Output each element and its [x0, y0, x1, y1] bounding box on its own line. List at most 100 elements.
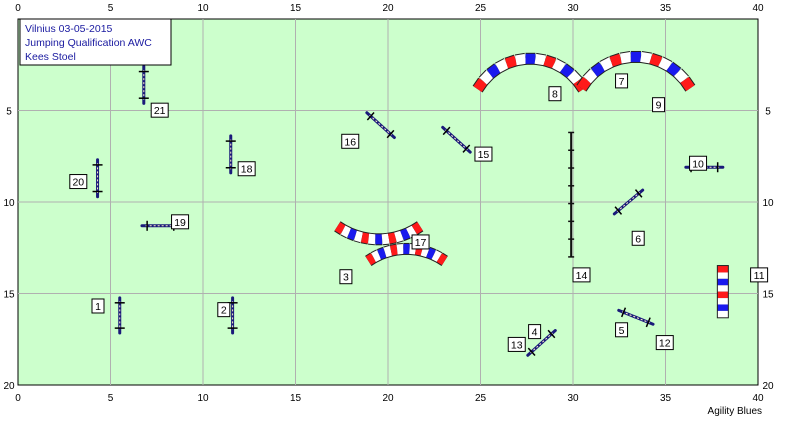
- label-box: [615, 73, 629, 89]
- info-judge: Kees Stoel: [25, 51, 76, 63]
- obstacle-label-8: 8: [548, 86, 562, 102]
- obstacle-label-1: 1: [91, 298, 105, 314]
- tunnel-segment: [534, 53, 546, 66]
- label-number: 8: [552, 89, 558, 101]
- tunnel-segment: [504, 55, 518, 69]
- tunnel-segment: [426, 247, 436, 260]
- tunnel-segment: [431, 250, 442, 263]
- info-class: Jumping Qualification AWC: [25, 37, 152, 49]
- obstacle-label-11: 11: [750, 267, 769, 283]
- label-box: [411, 234, 430, 250]
- tunnel-segment: [515, 53, 527, 66]
- jump-wing: [462, 144, 471, 153]
- tunnel-segment: [599, 57, 614, 71]
- tunnel-9: [576, 50, 696, 92]
- tunnel-segment: [420, 245, 430, 258]
- x-tick-label-bottom: 15: [290, 393, 302, 404]
- jump-4: [526, 329, 557, 357]
- label-box: [615, 322, 629, 338]
- label-number: 16: [344, 136, 356, 148]
- label-number: 3: [343, 272, 349, 284]
- obstacle-label-10: 10: [689, 155, 708, 171]
- tunnel-segment: [414, 244, 423, 256]
- tunnel-segment: [567, 70, 582, 85]
- label-box: [171, 214, 190, 230]
- obstacle-label-17: 17: [411, 234, 430, 250]
- jump-wing: [634, 189, 643, 198]
- label-box: [655, 335, 674, 351]
- x-tick-label-bottom: 5: [108, 393, 114, 404]
- jump-5: [617, 307, 655, 328]
- y-tick-label-left: 5: [6, 107, 12, 118]
- tunnel-segment: [479, 70, 494, 85]
- tunnel-segment: [495, 59, 509, 73]
- tunnel-segment: [347, 228, 358, 241]
- obstacle-label-20: 20: [69, 174, 88, 190]
- obstacle-label-4: 4: [528, 324, 542, 340]
- label-number: 9: [656, 100, 662, 112]
- label-number: 11: [754, 270, 765, 282]
- tunnel-segment: [394, 230, 404, 243]
- x-tick-label-top: 35: [660, 3, 672, 14]
- jump-bar: [526, 329, 557, 357]
- x-tick-label-bottom: 35: [660, 393, 672, 404]
- label-number: 6: [635, 233, 641, 245]
- tunnel-3: [365, 242, 448, 266]
- tunnel-segment: [411, 222, 423, 235]
- jump-wing: [527, 347, 536, 357]
- obstacle-label-9: 9: [652, 97, 666, 113]
- wall-block: [717, 298, 728, 305]
- obstacle-label-14: 14: [572, 267, 591, 283]
- info-venue: Vilnius 03-05-2015: [25, 23, 113, 35]
- jump-18: [225, 134, 236, 175]
- tunnel-segment: [387, 232, 397, 244]
- jump-20: [92, 158, 103, 199]
- obstacle-label-12: 12: [655, 335, 674, 351]
- tunnel-segment: [649, 53, 663, 67]
- tunnel-segment: [620, 52, 632, 64]
- label-box: [150, 102, 169, 118]
- label-number: 14: [576, 270, 588, 282]
- jump-bar-stripe: [621, 311, 650, 324]
- label-box: [548, 86, 562, 102]
- obstacle-label-16: 16: [341, 133, 360, 149]
- jump-21: [138, 64, 149, 105]
- label-number: 19: [174, 217, 186, 229]
- jump-bar-stripe: [530, 332, 553, 354]
- x-tick-label-bottom: 25: [475, 393, 487, 404]
- jump-bar-stripe: [445, 129, 468, 151]
- label-box: [689, 155, 708, 171]
- tunnel-segment: [486, 64, 501, 78]
- tunnel-segment: [680, 77, 695, 92]
- tunnel-segment: [371, 250, 382, 263]
- label-number: 15: [478, 149, 490, 161]
- label-box: [474, 146, 493, 162]
- long-jump-14: [568, 131, 575, 258]
- tunnel-segment: [390, 244, 399, 256]
- wall-block: [717, 278, 728, 286]
- label-box: [528, 324, 542, 340]
- tunnel-segment: [354, 230, 364, 243]
- jump-wing: [614, 206, 623, 215]
- label-number: 7: [619, 76, 625, 88]
- x-tick-label-bottom: 30: [567, 393, 579, 404]
- label-box: [237, 161, 256, 177]
- tunnel-segment: [666, 62, 681, 77]
- label-box: [69, 174, 88, 190]
- x-tick-label-top: 20: [382, 3, 394, 14]
- y-tick-label-right: 15: [762, 290, 774, 301]
- label-number: 5: [619, 325, 625, 337]
- jump-wing: [620, 307, 627, 318]
- tunnel-segment: [560, 64, 574, 78]
- y-tick-label-left: 10: [3, 198, 15, 209]
- y-tick-label-right: 10: [762, 198, 774, 209]
- x-tick-label-top: 0: [15, 3, 21, 14]
- x-tick-label-bottom: 20: [382, 393, 394, 404]
- x-tick-label-top: 10: [197, 3, 209, 14]
- y-tick-label-left: 20: [3, 381, 15, 392]
- jump-wing: [366, 112, 375, 121]
- label-number: 2: [221, 305, 227, 317]
- y-tick-label-left: 15: [3, 290, 15, 301]
